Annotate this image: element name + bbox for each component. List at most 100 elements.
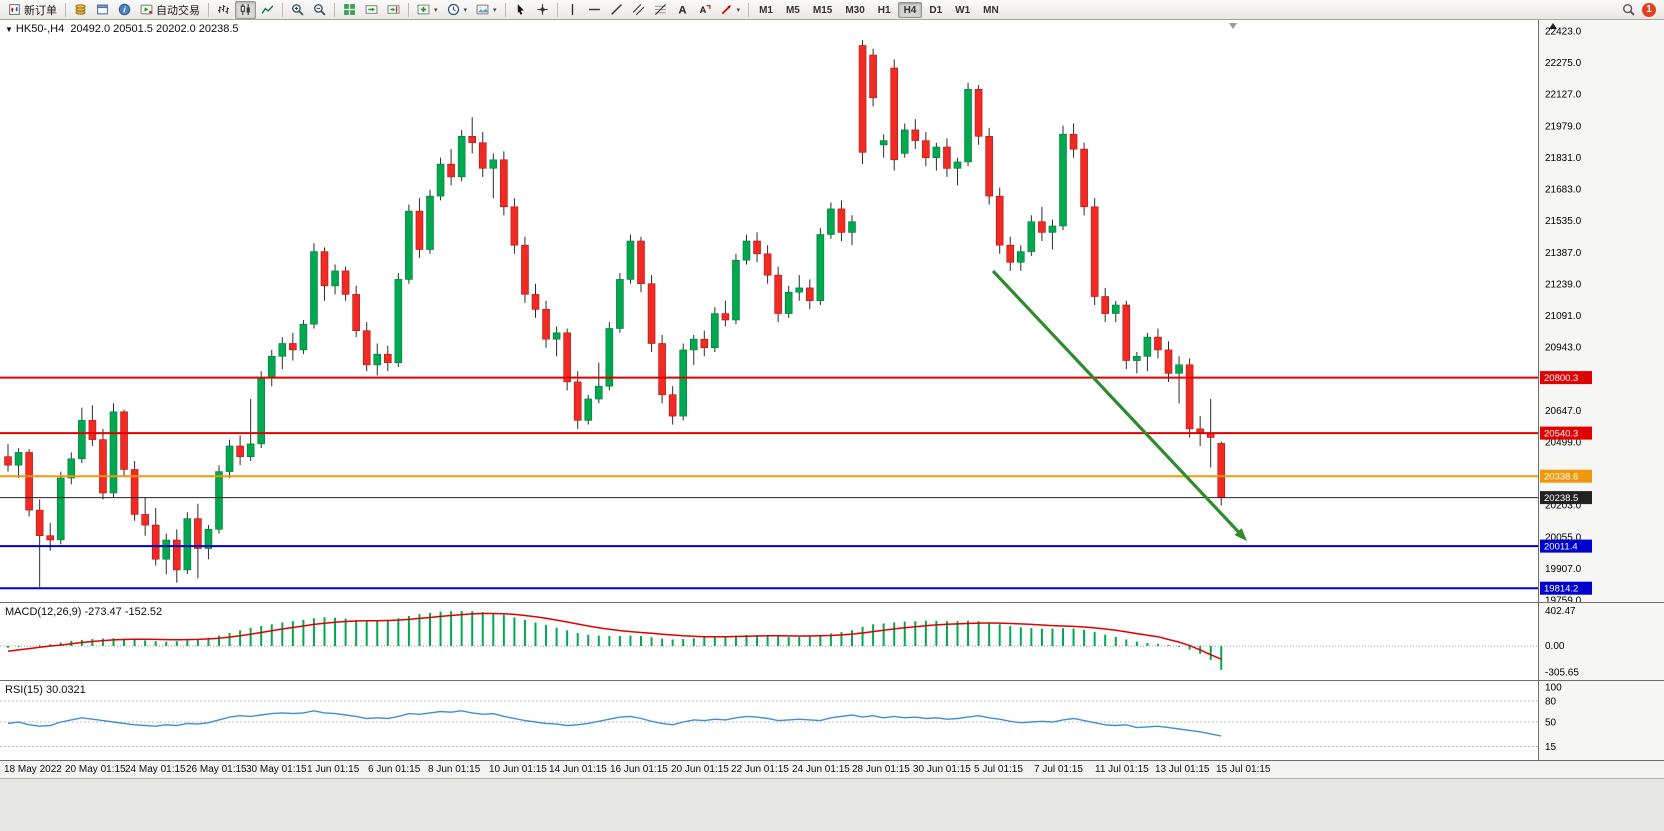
price-axis[interactable]: 22423.0 22275.0 22127.0 21979.0 21831.0 21683… [1540, 27, 1592, 603]
timeframe-W1-button[interactable]: W1 [955, 4, 971, 16]
periods-button[interactable]: ▾ [443, 1, 472, 19]
label-icon: A [699, 5, 711, 15]
toolbar-separator [282, 2, 283, 17]
new-order-button[interactable]: 新订单 [4, 1, 61, 19]
time-label: 18 May 2022 [4, 764, 62, 775]
chevron-down-icon: ▾ [736, 6, 741, 14]
timeframe-D1-button[interactable]: D1 [929, 4, 943, 16]
time-label: 20 Jun 01:15 [671, 764, 729, 775]
rsi-axis: 100 80 50 15 [1545, 683, 1562, 754]
data-window-button[interactable] [92, 1, 113, 19]
svg-text:21979.0: 21979.0 [1545, 121, 1582, 132]
timeframe-M30-button[interactable]: M30 [845, 4, 865, 16]
label-button[interactable]: A [694, 1, 715, 19]
templates-button[interactable]: ▾ [472, 1, 501, 19]
arrows-icon [721, 5, 731, 15]
candlestick-button[interactable] [235, 0, 256, 19]
cursor-button[interactable] [510, 1, 531, 19]
svg-text:21683.0: 21683.0 [1545, 185, 1582, 196]
trend-arrow[interactable] [991, 269, 1247, 541]
price-badge: 20011.4 [1540, 539, 1592, 553]
zoom-in-button[interactable] [287, 1, 308, 19]
svg-text:A: A [699, 5, 706, 15]
templates-icon [476, 4, 489, 15]
tile-windows-button[interactable] [339, 1, 360, 19]
bar-chart-button[interactable] [213, 1, 234, 19]
coins-icon [75, 4, 86, 15]
svg-text:20540.3: 20540.3 [1544, 429, 1578, 440]
search-button[interactable] [1618, 1, 1639, 19]
charts-profile-button[interactable] [70, 1, 91, 19]
arrows-button[interactable]: ▾ [716, 1, 745, 19]
main-chart-panel[interactable]: ▼ HK50-,H4 20492.0 20501.5 20202.0 20238.… [0, 20, 1664, 602]
rsi-panel[interactable]: RSI(15) 30.0321 100 80 50 15 [0, 680, 1664, 760]
line-chart-button[interactable] [257, 1, 278, 19]
chevron-down-icon: ▾ [434, 6, 438, 14]
svg-text:0.00: 0.00 [1545, 641, 1565, 652]
auto-scroll-button[interactable] [361, 1, 382, 19]
zoom-out-button[interactable] [309, 1, 330, 19]
channel-button[interactable] [628, 1, 649, 19]
svg-text:80: 80 [1545, 697, 1557, 708]
svg-text:20800.3: 20800.3 [1544, 373, 1578, 384]
svg-text:21535.0: 21535.0 [1545, 216, 1582, 227]
chevron-down-icon: ▾ [493, 6, 497, 14]
fibonacci-button[interactable] [650, 1, 671, 19]
price-badge: 19814.2 [1540, 581, 1592, 595]
timeframe-M15-button[interactable]: M15 [812, 4, 833, 16]
new-order-button-label: 新订单 [24, 4, 57, 17]
line-chart-icon [261, 5, 274, 14]
chart-shift-marker[interactable] [1229, 23, 1237, 29]
price-badge: 20338.6 [1540, 469, 1592, 483]
time-axis[interactable]: 18 May 2022 20 May 01:15 24 May 01:15 26 Ma… [0, 760, 1664, 778]
rsi-line [7, 710, 1222, 737]
timeframe-H4-button[interactable]: H4 [897, 1, 923, 18]
svg-text:21239.0: 21239.0 [1545, 279, 1582, 290]
svg-text:402.47: 402.47 [1545, 606, 1576, 617]
svg-text:21387.0: 21387.0 [1545, 248, 1582, 259]
indicators-button[interactable]: ▾ [413, 1, 442, 19]
price-chart[interactable]: 22423.0 22275.0 22127.0 21979.0 21831.0 21683… [0, 20, 1664, 602]
candles [4, 40, 1226, 587]
time-label: 10 Jun 01:15 [489, 764, 547, 775]
macd-panel[interactable]: MACD(12,26,9) -273.47 -152.52 402.47 0.00… [0, 602, 1664, 680]
text-button[interactable]: A [672, 1, 693, 19]
time-label: 24 May 01:15 [125, 764, 186, 775]
scroll-up-icon[interactable] [1549, 23, 1557, 29]
toolbar-separator [334, 2, 335, 17]
chevron-down-icon: ▾ [463, 6, 468, 14]
svg-text:20499.0: 20499.0 [1545, 437, 1582, 448]
timeframe-H1-button[interactable]: H1 [877, 4, 891, 16]
macd-label: MACD(12,26,9) -273.47 -152.52 [5, 606, 163, 618]
time-label: 26 May 01:15 [186, 764, 247, 775]
svg-text:20203.0: 20203.0 [1545, 501, 1582, 512]
time-label: 24 Jun 01:15 [792, 764, 850, 775]
search-icon [1623, 4, 1635, 16]
toolbar-separator [408, 2, 409, 17]
horizontal-line-button[interactable] [584, 1, 605, 19]
help-button[interactable]: i [114, 1, 135, 19]
notification-badge[interactable]: 1 [1642, 2, 1656, 17]
timeframe-M5-button[interactable]: M5 [785, 4, 800, 16]
collapse-icon[interactable]: ▼ [5, 25, 13, 34]
rsi-label: RSI(15) 30.0321 [5, 684, 86, 696]
toolbar: 新订单 i 自动交易 ▾ ▾ ▾ A A ▾ M1 M5 M15 M30 H1 H4 D1 W1 MN 1 [0, 0, 1664, 20]
timeframe-MN-button[interactable]: MN [983, 4, 999, 16]
time-label: 1 Jun 01:15 [307, 764, 360, 775]
timeframe-M1-button[interactable]: M1 [759, 4, 773, 16]
trendline-button[interactable] [606, 1, 627, 19]
time-label: 22 Jun 01:15 [731, 764, 789, 775]
vertical-line-icon [571, 4, 573, 15]
text-icon: A [678, 4, 686, 16]
autotrading-button[interactable]: 自动交易 [136, 1, 204, 19]
time-label: 13 Jul 01:15 [1155, 764, 1210, 775]
zoom-out-icon [314, 4, 326, 16]
time-label: 14 Jun 01:15 [549, 764, 607, 775]
chart-shift-button[interactable] [383, 1, 404, 19]
toolbar-separator [504, 2, 506, 17]
window-bottom-strip [0, 778, 1664, 831]
time-label: 30 May 01:15 [246, 764, 307, 775]
vertical-line-button[interactable] [562, 1, 583, 19]
svg-text:19759.0: 19759.0 [1545, 596, 1582, 603]
crosshair-button[interactable] [532, 1, 553, 19]
